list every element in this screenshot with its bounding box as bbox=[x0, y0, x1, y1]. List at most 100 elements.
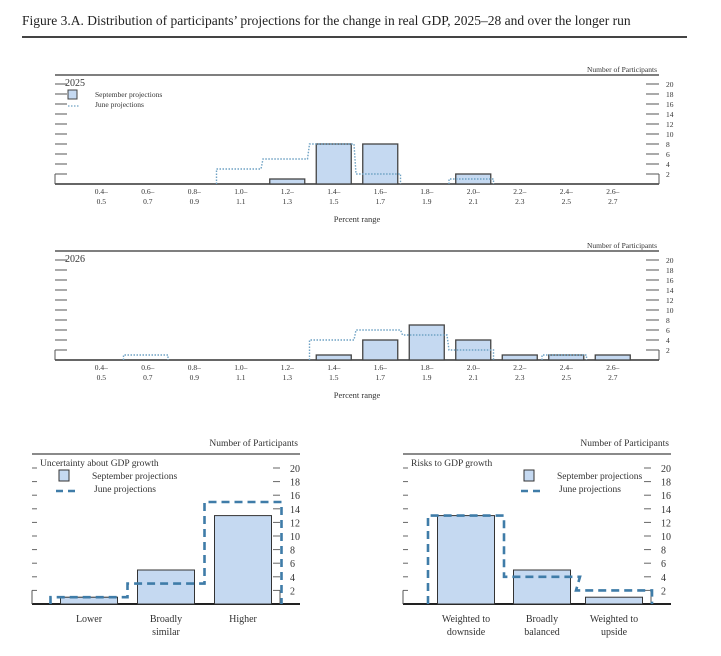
y-tick-label: 6 bbox=[666, 326, 670, 335]
june-step-line bbox=[215, 143, 495, 184]
legend-september-swatch bbox=[58, 469, 70, 482]
x-tick-label: upside bbox=[601, 627, 628, 638]
y-tick-label: 12 bbox=[666, 120, 674, 129]
x-tick-label-bottom: 2.3 bbox=[515, 373, 525, 382]
september-bar bbox=[315, 143, 352, 185]
y-tick-label: 12 bbox=[666, 296, 674, 305]
x-tick-label-bottom: 0.5 bbox=[97, 197, 107, 206]
x-tick-label-top: 1.8– bbox=[420, 363, 433, 372]
y-tick-label: 8 bbox=[661, 546, 666, 557]
x-tick-label-top: 1.2– bbox=[281, 187, 294, 196]
x-tick-label-bottom: 1.1 bbox=[236, 197, 246, 206]
x-tick-label-bottom: 2.1 bbox=[469, 373, 479, 382]
y-tick-label: 10 bbox=[666, 130, 674, 139]
june-step-line bbox=[49, 500, 283, 604]
x-tick-label: balanced bbox=[524, 627, 560, 638]
legend-september-label: September projections bbox=[95, 90, 162, 99]
y-tick-label: 2 bbox=[290, 586, 295, 597]
y-tick-label: 2 bbox=[666, 170, 670, 179]
x-tick-label: Broadly bbox=[526, 614, 558, 625]
y-tick-label: 14 bbox=[666, 286, 674, 295]
x-tick-label-top: 0.8– bbox=[188, 187, 201, 196]
y-axis-label: Number of Participants bbox=[587, 241, 657, 250]
panel-title: 2026 bbox=[65, 254, 85, 265]
y-tick-label: 16 bbox=[290, 491, 300, 502]
y-tick-label: 2 bbox=[666, 346, 670, 355]
y-axis-label: Number of Participants bbox=[209, 438, 298, 449]
september-bar bbox=[214, 515, 272, 605]
x-tick-label: Weighted to bbox=[442, 614, 490, 625]
september-bar bbox=[137, 569, 195, 605]
y-tick-label: 10 bbox=[290, 532, 300, 543]
x-axis-label: Percent range bbox=[334, 390, 381, 400]
x-tick-label: downside bbox=[447, 627, 486, 638]
y-tick-label: 20 bbox=[666, 256, 674, 265]
x-tick-label-top: 0.6– bbox=[141, 187, 154, 196]
x-tick-label-bottom: 0.7 bbox=[143, 373, 153, 382]
x-tick-label: Lower bbox=[76, 614, 103, 625]
y-tick-label: 10 bbox=[661, 532, 671, 543]
x-tick-label: Broadly bbox=[150, 614, 182, 625]
x-tick-label-top: 1.4– bbox=[327, 363, 340, 372]
x-tick-label-top: 2.4– bbox=[560, 187, 573, 196]
x-tick-label-top: 0.4– bbox=[95, 363, 108, 372]
y-axis-label: Number of Participants bbox=[580, 438, 669, 449]
y-tick-label: 12 bbox=[661, 518, 671, 529]
y-tick-label: 18 bbox=[666, 90, 674, 99]
x-tick-label-top: 1.6– bbox=[374, 187, 387, 196]
y-tick-label: 16 bbox=[666, 100, 674, 109]
x-axis-label: Percent range bbox=[334, 214, 381, 224]
y-axis-label: Number of Participants bbox=[587, 65, 657, 74]
september-bar bbox=[269, 178, 306, 185]
x-tick-label-top: 1.0– bbox=[234, 363, 247, 372]
september-bar bbox=[548, 354, 585, 361]
panel-title: Uncertainty about GDP growth bbox=[40, 459, 159, 469]
y-tick-label: 18 bbox=[666, 266, 674, 275]
legend-september-swatch bbox=[523, 469, 535, 482]
x-tick-label-top: 1.8– bbox=[420, 187, 433, 196]
y-tick-label: 8 bbox=[666, 316, 670, 325]
figure-title: Figure 3.A. Distribution of participants… bbox=[22, 13, 631, 28]
y-tick-label: 14 bbox=[661, 505, 671, 516]
september-bar bbox=[408, 324, 445, 361]
panel-title: Risks to GDP growth bbox=[411, 459, 492, 469]
x-tick-label-bottom: 0.7 bbox=[143, 197, 153, 206]
september-bar bbox=[315, 354, 352, 361]
september-bar bbox=[362, 143, 399, 185]
x-tick-label-top: 1.6– bbox=[374, 363, 387, 372]
y-tick-label: 8 bbox=[666, 140, 670, 149]
x-tick-label-top: 0.6– bbox=[141, 363, 154, 372]
x-tick-label-bottom: 0.9 bbox=[190, 197, 200, 206]
june-step-line bbox=[426, 514, 654, 604]
june-step-line bbox=[122, 329, 588, 360]
x-tick-label-bottom: 1.1 bbox=[236, 373, 246, 382]
x-tick-label-bottom: 2.5 bbox=[562, 373, 572, 382]
x-tick-label-bottom: 1.9 bbox=[422, 373, 432, 382]
y-tick-label: 4 bbox=[661, 573, 666, 584]
x-tick-label: Higher bbox=[229, 614, 257, 625]
x-tick-label-top: 2.2– bbox=[513, 187, 526, 196]
panel-title: 2025 bbox=[65, 78, 85, 89]
legend-september-label: September projections bbox=[92, 472, 178, 482]
y-tick-label: 18 bbox=[290, 478, 300, 489]
september-bar bbox=[501, 354, 538, 361]
legend-september-label: September projections bbox=[557, 472, 643, 482]
x-tick-label-bottom: 1.5 bbox=[329, 197, 339, 206]
x-tick-label-bottom: 2.7 bbox=[608, 197, 618, 206]
x-tick-label: Weighted to bbox=[590, 614, 638, 625]
x-tick-label-top: 2.0– bbox=[467, 363, 480, 372]
x-tick-label-bottom: 1.7 bbox=[376, 373, 386, 382]
y-tick-label: 20 bbox=[661, 464, 671, 475]
x-tick-label-top: 1.0– bbox=[234, 187, 247, 196]
legend-june-label: June projections bbox=[95, 100, 144, 109]
x-tick-label-bottom: 2.5 bbox=[562, 197, 572, 206]
y-tick-label: 20 bbox=[290, 464, 300, 475]
legend-june-label: June projections bbox=[559, 485, 621, 495]
y-tick-label: 6 bbox=[666, 150, 670, 159]
y-tick-label: 4 bbox=[666, 160, 670, 169]
x-tick-label-top: 2.6– bbox=[606, 187, 619, 196]
x-tick-label-bottom: 1.3 bbox=[283, 373, 293, 382]
x-tick-label-bottom: 1.3 bbox=[283, 197, 293, 206]
y-tick-label: 20 bbox=[666, 80, 674, 89]
